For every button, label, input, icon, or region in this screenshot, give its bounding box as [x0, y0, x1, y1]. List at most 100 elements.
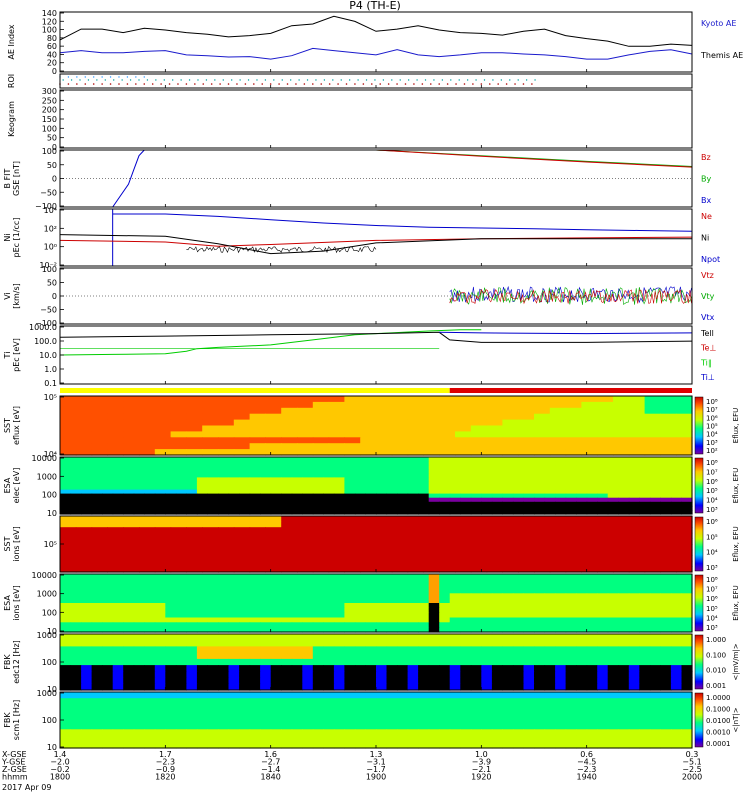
cell-esa_e — [270, 465, 282, 470]
cell-sst_i — [60, 549, 77, 556]
cell-fbk_b — [102, 704, 114, 712]
cell-sst_i — [60, 560, 77, 567]
cell-fbk_b — [502, 692, 514, 699]
cell-esa_e — [376, 477, 388, 483]
roi-dot — [129, 79, 132, 81]
cell-esa_i — [302, 593, 314, 599]
cell-sst_i — [123, 532, 140, 539]
cell-fbk_e — [534, 646, 546, 654]
cell-esa_i — [397, 617, 409, 623]
cell-esa_i — [333, 627, 345, 633]
cell-fbk_e — [228, 646, 240, 654]
cell-esa_e — [397, 477, 409, 483]
cell-esa_i — [239, 627, 251, 633]
cell-esa_i — [597, 598, 609, 604]
cell-esa_e — [196, 465, 208, 470]
cell-fbk_b — [597, 735, 609, 743]
cell-esa_e — [333, 477, 345, 483]
cell-fbk_e — [544, 658, 556, 666]
cell-esa_i — [239, 574, 251, 580]
cell-esa_i — [91, 622, 103, 628]
cell-fbk_b — [154, 698, 166, 705]
cell-sst_i — [186, 549, 203, 556]
cell-esa_e — [460, 477, 472, 483]
cell-esa_e — [323, 493, 335, 499]
cell-fbk_e — [218, 658, 230, 666]
cell-fbk_e — [523, 665, 535, 672]
cell-sst_e — [170, 413, 187, 421]
roi-dot — [261, 83, 264, 85]
cell-sst_i — [233, 560, 251, 567]
cell-fbk_b — [60, 723, 72, 730]
cell-fbk_e — [91, 646, 103, 654]
cell-fbk_e — [81, 658, 93, 666]
cell-esa_i — [597, 607, 609, 614]
cell-esa_i — [460, 622, 472, 628]
cell-esa_i — [428, 607, 440, 614]
cell-sst_e — [360, 431, 377, 438]
cell-fbk_b — [228, 735, 240, 743]
cell-fbk_e — [586, 658, 598, 666]
cell-esa_e — [207, 485, 219, 491]
cell-fbk_e — [333, 646, 345, 654]
cell-sst_i — [565, 532, 582, 539]
cell-esa_e — [60, 501, 72, 507]
cell-fbk_e — [397, 658, 409, 666]
cell-esa_e — [449, 469, 461, 474]
cell-esa_e — [281, 461, 293, 466]
cell-esa_e — [628, 465, 640, 470]
cell-fbk_b — [228, 723, 240, 730]
cell-fbk_b — [249, 741, 261, 749]
cell-sst_i — [581, 549, 598, 556]
cell-esa_i — [386, 617, 398, 623]
cell-fbk_b — [670, 723, 682, 730]
cell-fbk_e — [260, 652, 272, 660]
cell-esa_e — [576, 477, 588, 483]
cell-esa_i — [291, 588, 303, 594]
cell-fbk_e — [660, 640, 672, 647]
roi-dot — [135, 76, 137, 78]
ytick-keogram: 250 — [42, 96, 57, 105]
cell-sst_i — [581, 555, 598, 562]
cell-sst_e — [565, 413, 582, 421]
cell-sst_e — [170, 401, 187, 409]
cell-esa_i — [523, 617, 535, 623]
cell-esa_e — [291, 481, 303, 487]
cell-fbk_e — [449, 671, 461, 679]
cell-esa_i — [534, 583, 546, 590]
cell-esa_e — [112, 457, 124, 462]
cell-esa_i — [470, 598, 482, 604]
cell-sst_e — [660, 413, 677, 421]
cell-fbk_e — [165, 677, 177, 685]
cell-fbk_b — [565, 716, 577, 724]
cell-esa_i — [618, 622, 630, 628]
cell-esa_e — [102, 469, 114, 474]
cell-esa_e — [470, 505, 482, 511]
cell-esa_i — [323, 574, 335, 580]
colorbar-tick-sst_i: 10³ — [706, 564, 718, 572]
cell-fbk_b — [449, 716, 461, 724]
cell-fbk_e — [397, 646, 409, 654]
cell-fbk_e — [291, 646, 303, 654]
cell-esa_e — [407, 477, 419, 483]
cell-esa_e — [70, 501, 82, 507]
cell-sst_e — [628, 443, 646, 450]
cell-esa_e — [154, 461, 166, 466]
cell-fbk_e — [586, 640, 598, 647]
cell-esa_e — [196, 501, 208, 507]
cell-sst_i — [644, 549, 661, 556]
cell-fbk_e — [165, 671, 177, 679]
cell-esa_i — [418, 598, 430, 604]
cell-esa_e — [91, 477, 103, 483]
cell-fbk_b — [670, 735, 682, 743]
cell-sst_e — [186, 443, 203, 450]
cell-sst_e — [376, 425, 393, 432]
cell-fbk_e — [534, 683, 546, 691]
roi-dot — [362, 83, 365, 85]
cell-esa_i — [312, 612, 324, 619]
xaxis-tick-x: 1.7 — [159, 750, 172, 759]
cell-fbk_e — [70, 658, 82, 666]
cell-esa_i — [460, 583, 472, 590]
cell-sst_i — [597, 555, 614, 562]
cell-sst_i — [455, 516, 472, 523]
